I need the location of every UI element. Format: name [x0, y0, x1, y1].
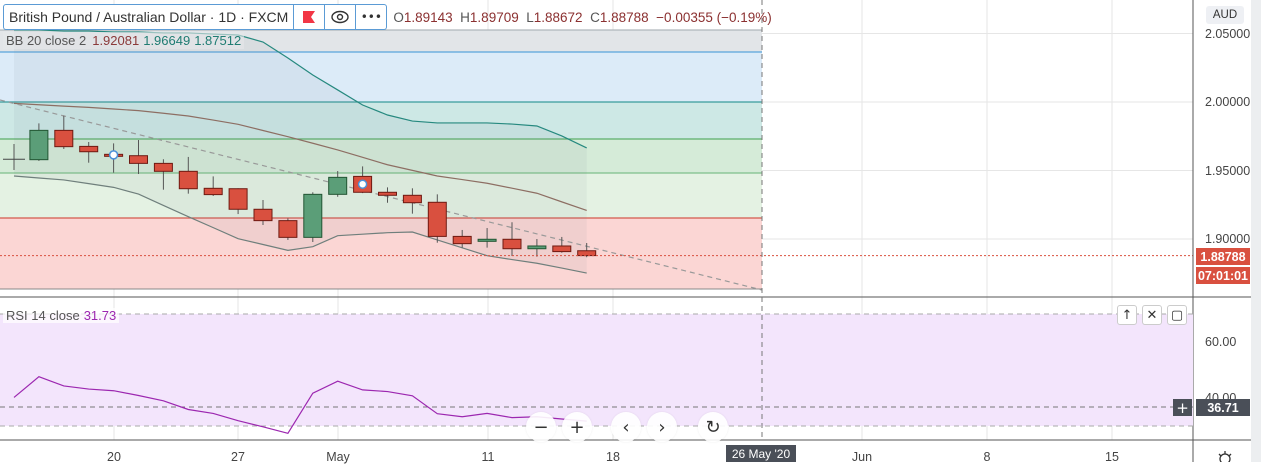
rsi-crosshair-tag: 36.71: [1196, 399, 1250, 416]
open-value: 1.89143: [403, 9, 453, 25]
candle: [577, 250, 597, 257]
price-tick: 2.00000: [1205, 95, 1251, 109]
symbol-box[interactable]: British Pound / Australian Dollar · 1D ·…: [3, 4, 388, 30]
rsi-line: [13, 376, 587, 434]
drawing-anchor-handle: [357, 179, 368, 189]
time-tick: 11: [481, 450, 495, 464]
rsi-value: 31.73: [83, 308, 117, 323]
ohlc-values: O1.89143 H1.89709 L1.88672 C1.88788 −0.0…: [393, 10, 771, 25]
candle: [378, 191, 397, 196]
reset-chart-button[interactable]: ↻: [698, 412, 728, 442]
candle: [178, 170, 198, 190]
bb-basis-line: [13, 102, 587, 212]
candle: [402, 194, 422, 204]
chevron-right-icon: ›: [658, 416, 666, 438]
bb-legend[interactable]: BB 20 close 2 1.92081 1.96649 1.87512: [3, 32, 245, 49]
maximize-pane-button[interactable]: ▢: [1167, 305, 1187, 325]
candle: [303, 193, 323, 238]
candle: [79, 145, 99, 153]
maximize-icon: ▢: [1170, 307, 1184, 323]
candle: [228, 188, 248, 210]
time-tick: May: [326, 450, 350, 464]
symbol-legend: British Pound / Australian Dollar · 1D ·…: [3, 4, 772, 30]
candle: [253, 208, 273, 222]
time-tick: Jun: [851, 450, 873, 464]
close-label: C: [590, 9, 600, 25]
candle: [153, 162, 173, 172]
candle: [477, 238, 497, 242]
eye-icon: [331, 10, 350, 24]
low-label: L: [526, 9, 534, 25]
candle: [278, 220, 298, 238]
zoom-in-button[interactable]: +: [562, 412, 592, 442]
high-label: H: [460, 9, 470, 25]
plus-icon: +: [569, 416, 585, 438]
time-crosshair-tag: 26 May '20: [726, 445, 796, 462]
candle: [54, 129, 74, 148]
high-value: 1.89709: [469, 9, 519, 25]
settings-gear-icon[interactable]: [1216, 448, 1234, 462]
price-tick: 1.95000: [1205, 164, 1251, 178]
bb-upper-value: 1.96649: [143, 33, 191, 48]
more-icon: •••: [360, 10, 382, 24]
rsi-legend[interactable]: RSI 14 close 31.73: [3, 308, 120, 323]
rsi-tick: 60.00: [1205, 335, 1237, 349]
candle: [552, 245, 572, 253]
rsi-label: RSI 14 close: [6, 308, 80, 323]
time-tick: 15: [1105, 450, 1119, 464]
currency-label[interactable]: AUD: [1206, 6, 1244, 24]
candle: [502, 238, 522, 250]
bb-label: BB 20 close 2: [6, 33, 87, 48]
candle: [203, 187, 223, 196]
candle: [452, 235, 472, 245]
bar-countdown-tag: 07:01:01: [1196, 267, 1250, 284]
open-label: O: [393, 9, 404, 25]
fib-zone: [0, 139, 762, 173]
minus-icon: −: [533, 416, 549, 438]
right-scrollbar[interactable]: [1251, 0, 1261, 462]
time-tick: 20: [107, 450, 121, 464]
candle: [527, 245, 547, 250]
price-tick: 1.90000: [1205, 232, 1251, 246]
bb-middle-value: 1.92081: [92, 33, 140, 48]
candle: [29, 129, 49, 161]
scroll-left-button[interactable]: ‹: [611, 412, 641, 442]
last-price-tag: 1.88788: [1196, 248, 1250, 265]
change-value: −0.00355 (−0.19%): [656, 9, 772, 25]
drawing-anchor-handle: [108, 150, 119, 160]
scroll-right-button[interactable]: ›: [647, 412, 677, 442]
close-value: 1.88788: [599, 9, 649, 25]
rsi-band: [0, 314, 1193, 426]
time-tick: 18: [606, 450, 620, 464]
bb-lower-line: [13, 175, 587, 274]
time-tick: 8: [983, 450, 991, 464]
add-crosshair-icon[interactable]: +: [1173, 399, 1192, 417]
symbol-title[interactable]: British Pound / Australian Dollar · 1D ·…: [9, 9, 289, 25]
more-button[interactable]: •••: [355, 5, 386, 29]
price-tick: 2.05000: [1205, 27, 1251, 41]
zoom-out-button[interactable]: −: [526, 412, 556, 442]
candle: [328, 176, 348, 195]
move-pane-up-button[interactable]: ↑: [1117, 305, 1137, 325]
trend-line: [0, 99, 763, 291]
low-value: 1.88672: [533, 9, 583, 25]
time-tick: 27: [231, 450, 245, 464]
bb-upper-line: [14, 29, 587, 149]
candle: [129, 155, 148, 164]
eye-button[interactable]: [324, 5, 355, 29]
bb-lower-value: 1.87512: [194, 33, 242, 48]
fib-zone: [0, 218, 762, 289]
close-pane-button[interactable]: ✕: [1142, 305, 1162, 325]
flag-icon: [303, 11, 316, 23]
flag-button[interactable]: [293, 5, 324, 29]
fib-zone: [0, 52, 762, 102]
arrow-up-icon: ↑: [1121, 307, 1133, 323]
candle: [427, 201, 447, 237]
close-icon: ✕: [1146, 307, 1158, 323]
fib-zone: [0, 102, 762, 139]
chevron-left-icon: ‹: [622, 416, 630, 438]
reset-icon: ↻: [705, 416, 721, 438]
